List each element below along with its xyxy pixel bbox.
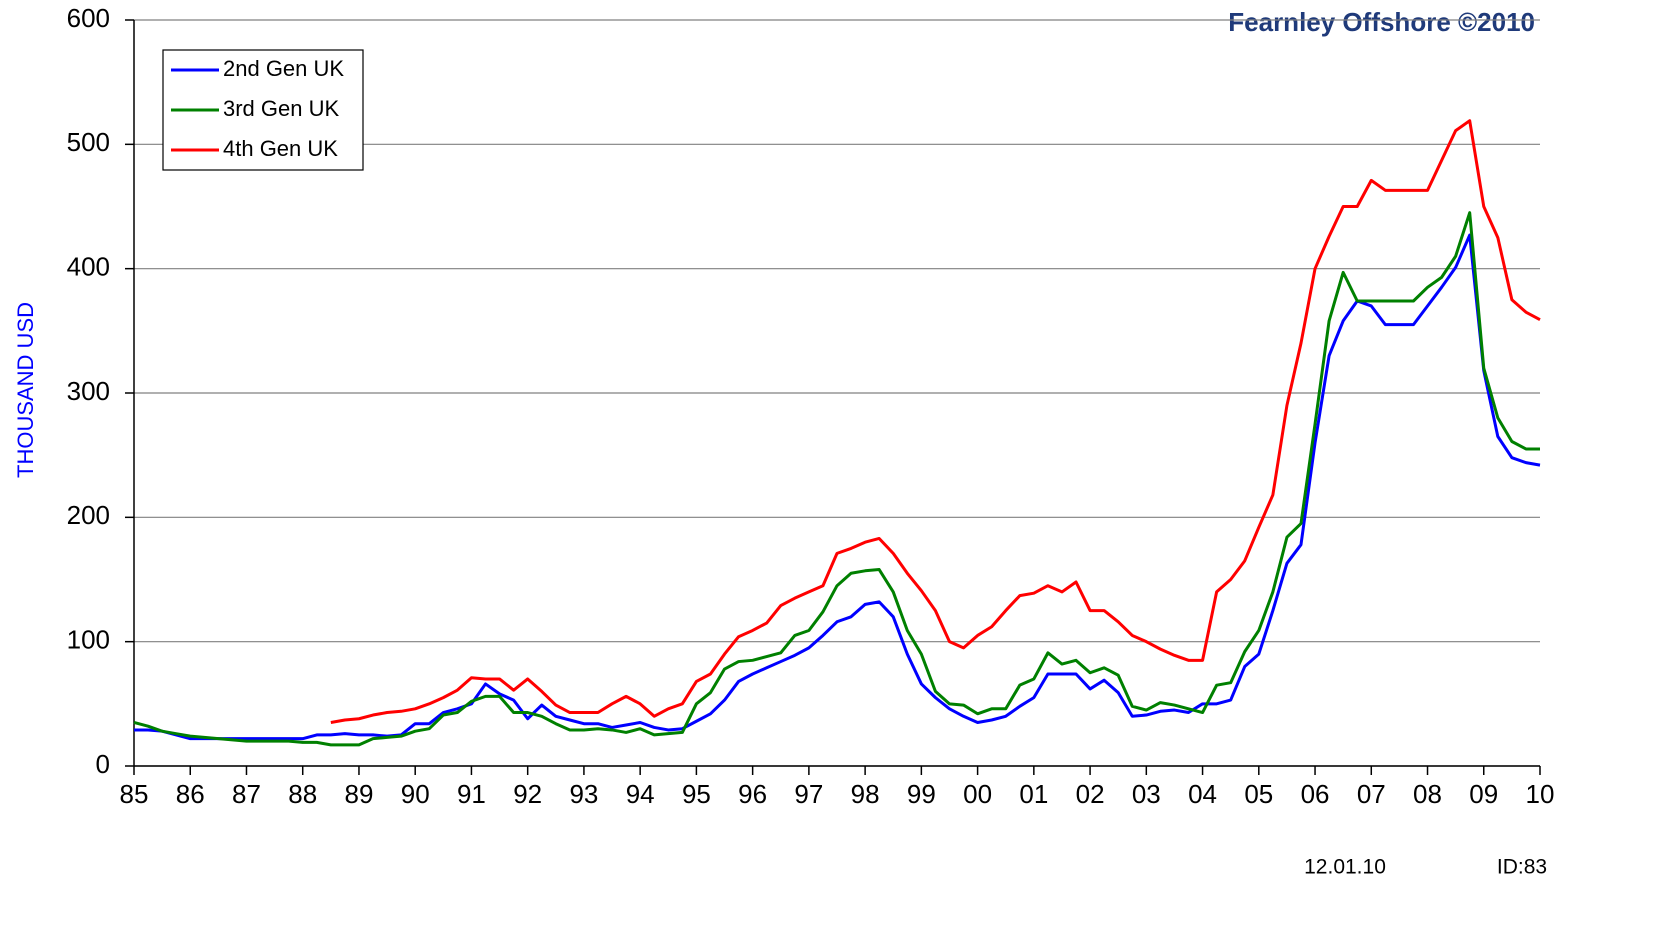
series-line bbox=[330, 119, 1541, 724]
x-tick-label: 07 bbox=[1357, 779, 1386, 809]
x-tick-label: 93 bbox=[569, 779, 598, 809]
y-tick-label: 200 bbox=[67, 500, 110, 530]
x-tick-label: 08 bbox=[1413, 779, 1442, 809]
logo: Fearnley Offshore ©2010 bbox=[1228, 7, 1535, 37]
x-tick-label: 02 bbox=[1076, 779, 1105, 809]
y-tick-label: 300 bbox=[67, 376, 110, 406]
legend-label: 2nd Gen UK bbox=[223, 56, 344, 81]
x-tick-label: 94 bbox=[626, 779, 655, 809]
x-tick-label: 01 bbox=[1019, 779, 1048, 809]
legend-label: 3rd Gen UK bbox=[223, 96, 339, 121]
date-label: 12.01.10 bbox=[1304, 856, 1386, 879]
x-tick-label: 03 bbox=[1132, 779, 1161, 809]
x-tick-label: 09 bbox=[1469, 779, 1498, 809]
id-label: ID:83 bbox=[1497, 856, 1547, 879]
x-tick-label: 04 bbox=[1188, 779, 1217, 809]
x-tick-label: 00 bbox=[963, 779, 992, 809]
y-tick-label: 400 bbox=[67, 252, 110, 282]
x-tick-label: 96 bbox=[738, 779, 767, 809]
x-tick-label: 87 bbox=[232, 779, 261, 809]
x-tick-label: 86 bbox=[176, 779, 205, 809]
y-tick-label: 600 bbox=[67, 3, 110, 33]
x-tick-label: 95 bbox=[682, 779, 711, 809]
x-tick-label: 88 bbox=[288, 779, 317, 809]
x-tick-label: 85 bbox=[120, 779, 149, 809]
y-tick-label: 500 bbox=[67, 127, 110, 157]
y-axis-label: THOUSAND USD bbox=[13, 302, 38, 478]
x-tick-label: 10 bbox=[1526, 779, 1555, 809]
x-tick-label: 06 bbox=[1301, 779, 1330, 809]
y-tick-label: 100 bbox=[67, 625, 110, 655]
series-line bbox=[133, 211, 1540, 747]
x-tick-label: 05 bbox=[1244, 779, 1273, 809]
x-tick-label: 97 bbox=[794, 779, 823, 809]
series-line bbox=[134, 233, 1541, 741]
x-tick-label: 99 bbox=[907, 779, 936, 809]
x-tick-label: 91 bbox=[457, 779, 486, 809]
legend-label: 4th Gen UK bbox=[223, 136, 338, 161]
x-tick-label: 92 bbox=[513, 779, 542, 809]
x-tick-label: 89 bbox=[344, 779, 373, 809]
y-tick-label: 0 bbox=[96, 749, 110, 779]
x-tick-label: 98 bbox=[851, 779, 880, 809]
x-tick-label: 90 bbox=[401, 779, 430, 809]
